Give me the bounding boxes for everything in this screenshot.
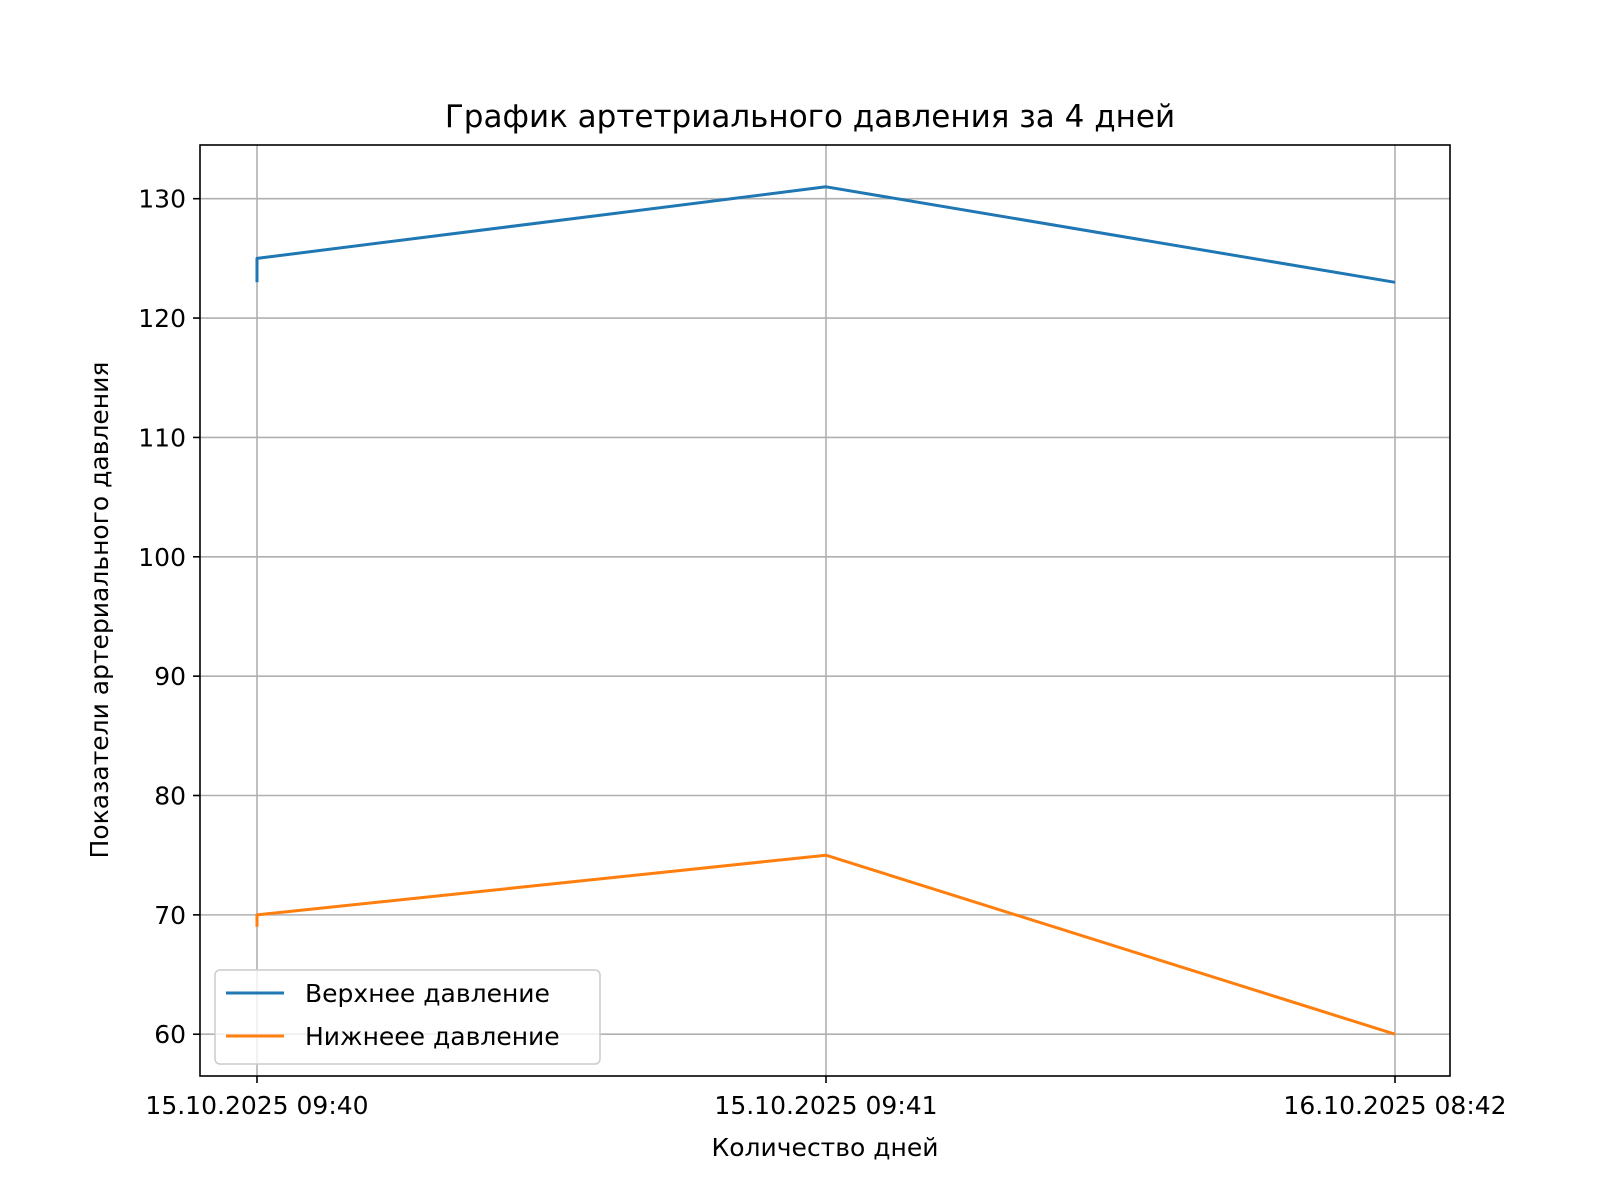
y-tick-label: 70 — [154, 901, 186, 930]
legend-box — [214, 969, 601, 1065]
y-tick-label: 130 — [138, 185, 186, 214]
y-tick-label: 120 — [138, 304, 186, 333]
y-axis-label: Показатели артериального давления — [85, 362, 114, 859]
plot-frame — [199, 144, 1451, 1077]
series-lower-line — [255, 853, 1396, 1036]
y-tick-label: 110 — [138, 423, 186, 452]
x-tick-label: 16.10.2025 08:42 — [1283, 1091, 1506, 1120]
series-upper-line — [255, 185, 1396, 284]
y-tick-label: 80 — [154, 782, 186, 811]
x-tick-label: 15.10.2025 09:40 — [145, 1091, 368, 1120]
y-tick-label: 60 — [154, 1020, 186, 1049]
x-tick-label: 15.10.2025 09:41 — [714, 1091, 937, 1120]
y-axis: 60 70 80 90 100 110 120 130 — [138, 185, 200, 1049]
chart-title: График артетриального давления за 4 дней — [445, 99, 1175, 135]
x-axis-label: Количество дней — [712, 1133, 939, 1162]
legend-label-lower: Нижнеее давление — [305, 1022, 560, 1051]
legend-label-upper: Верхнее давление — [305, 979, 550, 1008]
series-layer — [255, 185, 1396, 1036]
y-tick-label: 90 — [154, 662, 186, 691]
x-axis: 15.10.2025 09:40 15.10.2025 09:41 16.10.20… — [145, 1076, 1507, 1120]
legend: Верхнее давление Нижнеее давление — [214, 969, 601, 1065]
y-tick-label: 100 — [138, 543, 186, 572]
grid-lines — [200, 145, 1450, 1076]
